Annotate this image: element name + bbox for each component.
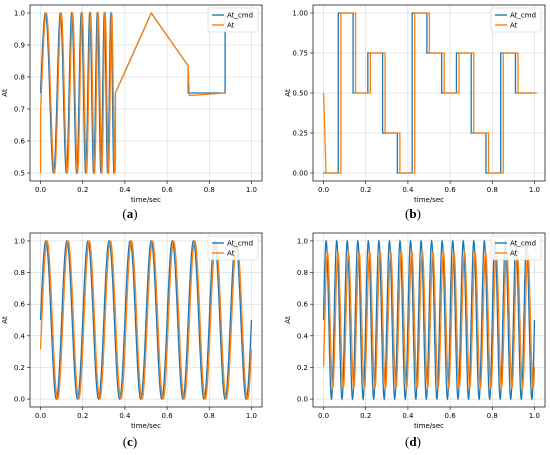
legend-label: At	[227, 22, 235, 30]
axes-frame	[29, 4, 263, 182]
x-tick-label: 0.0	[318, 186, 329, 194]
y-tick-label: 0.6	[14, 138, 26, 146]
legend-label: At	[510, 22, 518, 30]
legend-box	[207, 235, 259, 261]
y-tick-label: 1.0	[297, 237, 308, 245]
series-line-at	[322, 250, 536, 390]
y-tick-label: 0.5	[14, 170, 25, 178]
chart-b: 0.0 0.2 0.4 0.6 0.8 1.0 0.00 0.25 0.50 0.75 1.00 ti…	[284, 4, 546, 204]
legend: At_cmd At	[207, 7, 259, 33]
x-axis-label: time/sec	[131, 196, 161, 204]
legend-label: At_cmd	[510, 12, 536, 20]
y-tick-label: 0.0	[14, 396, 25, 404]
x-tick-label: 1.0	[246, 412, 257, 420]
y-tick-label: 0.8	[14, 74, 25, 82]
x-tick-label: 0.6	[162, 186, 174, 194]
x-tick-label: 0.4	[402, 186, 414, 194]
x-tick-label: 0.4	[119, 412, 131, 420]
axes-frame	[312, 232, 546, 408]
y-axis-label: At	[1, 89, 9, 97]
y-tick-label: 0.75	[292, 50, 308, 58]
legend-label: At	[510, 250, 518, 258]
x-tick-label: 0.2	[77, 412, 88, 420]
y-tick-label: 0.6	[14, 301, 26, 309]
y-tick-label: 0.0	[297, 396, 308, 404]
x-axis-label: time/sec	[414, 422, 444, 430]
y-tick-label: 0.9	[14, 42, 25, 50]
x-tick-label: 0.8	[487, 412, 498, 420]
y-tick-label: 0.25	[292, 130, 308, 138]
x-tick-label: 1.0	[246, 186, 257, 194]
x-tick-label: 0.0	[35, 186, 46, 194]
legend-label: At	[227, 250, 235, 258]
legend-label: At_cmd	[510, 240, 536, 248]
y-tick-label: 1.0	[14, 237, 25, 245]
y-tick-label: 0.4	[14, 332, 26, 340]
chart-c: 0.0 0.2 0.4 0.6 0.8 1.0 0.0 0.2 0.4 0.6 0.8 1.0 time…	[1, 232, 263, 430]
x-tick-label: 0.8	[487, 186, 498, 194]
y-axis-label: At	[1, 316, 9, 324]
y-tick-label: 1.0	[14, 10, 25, 18]
series-line-at-cmd	[39, 11, 226, 175]
legend-box	[490, 7, 542, 33]
caption-b: (b)	[405, 206, 421, 221]
y-tick-label: 0.6	[297, 301, 309, 309]
legend: At_cmd At	[207, 235, 259, 261]
y-tick-label: 0.4	[297, 332, 309, 340]
legend-box	[207, 7, 259, 33]
series-line-at	[39, 10, 226, 176]
y-tick-label: 1.00	[292, 10, 308, 18]
x-tick-label: 0.6	[445, 186, 457, 194]
x-axis-label: time/sec	[414, 196, 444, 204]
y-axis-label: At	[284, 89, 292, 97]
x-tick-label: 0.0	[35, 412, 46, 420]
axes-frame	[312, 4, 546, 182]
series-line-at	[322, 12, 537, 174]
x-tick-label: 1.0	[529, 186, 540, 194]
y-axis-label: At	[284, 316, 292, 324]
x-tick-label: 0.4	[119, 186, 131, 194]
series-line-at-cmd	[322, 239, 536, 401]
series-line-at-cmd	[39, 240, 253, 400]
legend-label: At_cmd	[227, 12, 253, 20]
x-tick-label: 0.8	[204, 412, 215, 420]
caption-a: (a)	[122, 206, 138, 221]
x-tick-label: 1.0	[529, 412, 540, 420]
x-tick-label: 0.2	[360, 412, 371, 420]
y-tick-label: 0.7	[14, 106, 25, 114]
axes-frame	[29, 232, 263, 408]
y-tick-label: 0.8	[297, 269, 308, 277]
x-tick-label: 0.2	[360, 186, 371, 194]
legend-label: At_cmd	[227, 240, 253, 248]
y-tick-label: 0.2	[14, 364, 25, 372]
x-tick-label: 0.2	[77, 186, 88, 194]
legend-box	[490, 235, 542, 261]
legend: At_cmd At	[490, 235, 542, 261]
x-tick-label: 0.6	[445, 412, 457, 420]
caption-d: (d)	[405, 434, 421, 449]
x-tick-label: 0.4	[402, 412, 414, 420]
y-tick-label: 0.50	[292, 90, 308, 98]
x-tick-label: 0.0	[318, 412, 329, 420]
caption-c: (c)	[122, 434, 138, 449]
legend: At_cmd At	[490, 7, 542, 33]
y-tick-label: 0.2	[297, 364, 308, 372]
chart-d: 0.0 0.2 0.4 0.6 0.8 1.0 0.0 0.2 0.4 0.6 0.8 1.0 time…	[284, 232, 546, 430]
y-tick-label: 0.8	[14, 269, 25, 277]
chart-a: 0.0 0.2 0.4 0.6 0.8 1.0 0.5 0.6 0.7 0.8 0.9 1.0 time…	[1, 4, 263, 204]
y-tick-label: 0.00	[292, 170, 308, 178]
x-tick-label: 0.6	[162, 412, 174, 420]
x-axis-label: time/sec	[131, 422, 161, 430]
x-tick-label: 0.8	[204, 186, 215, 194]
